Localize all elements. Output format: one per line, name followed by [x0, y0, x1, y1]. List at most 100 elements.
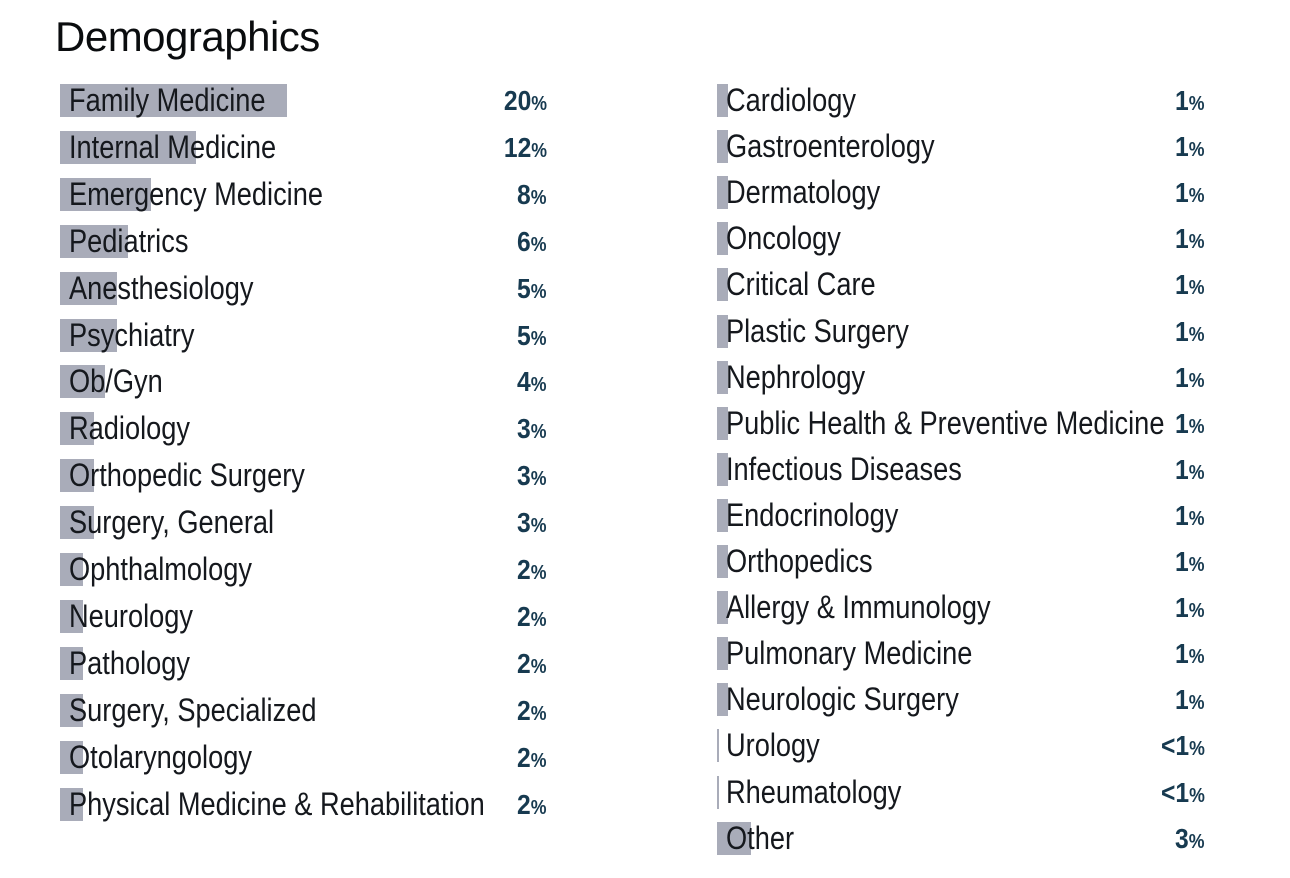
percent-sign: %	[531, 797, 547, 819]
specialty-value: 1%	[1176, 683, 1205, 720]
specialty-label: Orthopedic Surgery	[69, 457, 305, 493]
value-bar	[717, 776, 719, 809]
specialty-value: <1%	[1161, 729, 1205, 766]
specialty-value: 1%	[1176, 84, 1205, 121]
specialty-value: 1%	[1176, 176, 1205, 213]
percent-sign: %	[531, 609, 547, 631]
specialty-label: Neurology	[69, 598, 193, 634]
value-number: 2	[517, 648, 532, 679]
value-bar	[60, 694, 83, 727]
specialty-label: Plastic Surgery	[726, 313, 909, 349]
value-bar	[717, 268, 728, 301]
percent-sign: %	[1189, 93, 1205, 115]
value-number: 8	[517, 179, 532, 210]
specialty-label: Surgery, General	[69, 504, 275, 540]
specialty-value: 2%	[518, 553, 547, 590]
chart-row: Critical Care 1%	[717, 268, 1205, 301]
value-bar	[60, 553, 83, 586]
value-bar	[717, 822, 751, 855]
percent-sign: %	[531, 703, 547, 725]
specialty-label: Gastroenterology	[726, 128, 935, 164]
specialty-label: Dermatology	[726, 174, 881, 210]
chart-row: Ophthalmology 2%	[60, 553, 547, 586]
value-number: 1	[1175, 131, 1190, 162]
value-number: 2	[517, 742, 532, 773]
chart-row: Endocrinology 1%	[717, 499, 1205, 532]
chart-row: Rheumatology <1%	[717, 776, 1205, 809]
percent-sign: %	[531, 187, 547, 209]
specialty-value: 1%	[1176, 499, 1205, 536]
value-number: 20	[503, 85, 532, 116]
chart-row: Otolaryngology 2%	[60, 741, 547, 774]
value-number: 1	[1175, 269, 1190, 300]
specialty-value: 3%	[518, 459, 547, 496]
chart-row: Neurology 2%	[60, 600, 547, 633]
specialty-value: 1%	[1176, 222, 1205, 259]
specialty-label: Cardiology	[726, 82, 857, 118]
chart-row: Anesthesiology 5%	[60, 272, 547, 305]
specialty-value: 2%	[518, 647, 547, 684]
specialty-value: 4%	[518, 365, 547, 402]
value-bar	[60, 84, 287, 117]
specialty-label: Emergency Medicine	[69, 176, 323, 212]
specialty-label: Internal Medicine	[69, 129, 277, 165]
chart-row: Neurologic Surgery 1%	[717, 683, 1205, 716]
percent-sign: %	[531, 468, 547, 490]
specialty-value: 3%	[518, 412, 547, 449]
specialty-value: 1%	[1176, 637, 1205, 674]
value-bar	[717, 361, 728, 394]
specialty-value: 1%	[1176, 407, 1205, 444]
value-number: 3	[517, 413, 532, 444]
specialty-label: Critical Care	[726, 266, 876, 302]
chart-row: Cardiology 1%	[717, 84, 1205, 117]
value-number: 12	[503, 132, 532, 163]
specialty-value: 1%	[1176, 591, 1205, 628]
specialty-value: 1%	[1176, 361, 1205, 398]
specialty-label: Ophthalmology	[69, 551, 252, 587]
specialty-value: 1%	[1176, 268, 1205, 305]
specialty-label: Anesthesiology	[69, 270, 254, 306]
value-bar	[717, 683, 728, 716]
specialty-label: Urology	[726, 727, 820, 763]
specialty-label: Other	[726, 820, 795, 856]
specialty-value: 12%	[504, 131, 547, 168]
specialty-label: Ob/Gyn	[69, 363, 163, 399]
specialty-value: 1%	[1176, 130, 1205, 167]
chart-row: Public Health & Preventive Medicine 1%	[717, 407, 1205, 440]
value-number: 1	[1175, 500, 1190, 531]
specialty-label: Otolaryngology	[69, 739, 252, 775]
chart-row: Dermatology 1%	[717, 176, 1205, 209]
specialty-label: Pediatrics	[69, 223, 189, 259]
specialty-value: 5%	[518, 319, 547, 356]
specialty-label: Physical Medicine & Rehabilitation	[69, 786, 485, 822]
chart-row: Ob/Gyn 4%	[60, 365, 547, 398]
specialty-value: 1%	[1176, 315, 1205, 352]
percent-sign: %	[1189, 370, 1205, 392]
value-number: 2	[517, 554, 532, 585]
specialty-value: 8%	[518, 178, 547, 215]
value-number: 1	[1175, 362, 1190, 393]
value-number: 3	[517, 507, 532, 538]
chart-row: Pediatrics 6%	[60, 225, 547, 258]
value-bar	[717, 130, 728, 163]
specialty-label: Psychiatry	[69, 317, 195, 353]
value-bar	[60, 788, 83, 821]
chart-row: Emergency Medicine 8%	[60, 178, 547, 211]
value-bar	[60, 459, 94, 492]
value-bar	[60, 365, 105, 398]
value-bar	[717, 407, 728, 440]
percent-sign: %	[531, 93, 547, 115]
chart-row: Pulmonary Medicine 1%	[717, 637, 1205, 670]
chart-row: Surgery, General 3%	[60, 506, 547, 539]
value-bar	[717, 545, 728, 578]
chart-row: Orthopedic Surgery 3%	[60, 459, 547, 492]
value-bar	[717, 315, 728, 348]
value-number: 1	[1175, 684, 1190, 715]
chart-title: Demographics	[55, 13, 320, 60]
specialty-value: 2%	[518, 741, 547, 778]
chart-row: Infectious Diseases 1%	[717, 453, 1205, 486]
value-number: 2	[517, 601, 532, 632]
value-bar	[717, 176, 728, 209]
value-bar	[60, 272, 117, 305]
value-bar	[717, 222, 728, 255]
